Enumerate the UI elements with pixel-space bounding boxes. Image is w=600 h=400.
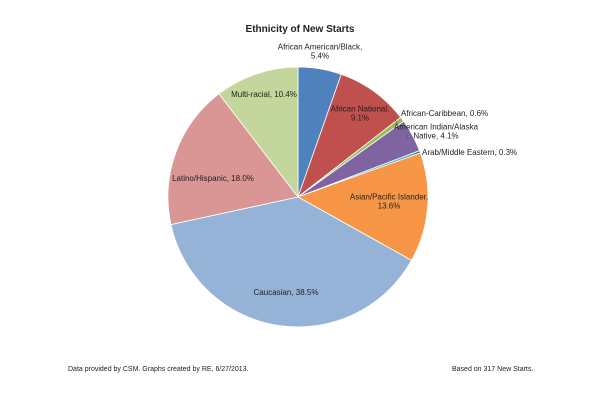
- slice-labels: African American/Black, 5.4% African Natio…: [172, 43, 517, 298]
- source-note: Data provided by CSM. Graphs created by …: [68, 366, 249, 373]
- pie-slices: [167, 66, 429, 328]
- chart-title: Ethnicity of New Starts: [245, 24, 355, 35]
- slice-label: American Indian/Alaska Native, 4.1%: [394, 123, 479, 141]
- slice-label-line: American Indian/Alaska: [394, 123, 479, 132]
- slice-label-line: 13.6%: [378, 202, 401, 211]
- slice-label-line: Native, 4.1%: [413, 132, 458, 141]
- slice-label-line: African American/Black,: [278, 43, 362, 52]
- slice-label: African National, 9.1%: [331, 105, 390, 123]
- leader-lines: [391, 115, 421, 155]
- sample-note: Based on 317 New Starts.: [452, 366, 534, 373]
- pie-slice: [167, 93, 299, 226]
- slice-label: Caucasian, 38.5%: [254, 288, 319, 297]
- slice-label: Latino/Hispanic, 18.0%: [172, 174, 254, 183]
- pie-slice: [170, 196, 413, 328]
- leader-line: [414, 151, 421, 155]
- slice-label-line: Arab/Middle Eastern, 0.3%: [422, 148, 517, 157]
- slice-label: African American/Black, 5.4%: [278, 43, 362, 61]
- leader-line: [406, 133, 409, 139]
- pie-slice: [297, 152, 429, 261]
- slice-label-line: African National,: [331, 105, 390, 114]
- leader-line: [391, 115, 398, 124]
- slice-label: Arab/Middle Eastern, 0.3%: [422, 148, 517, 157]
- slice-label: Multi-racial, 10.4%: [231, 90, 297, 99]
- slice-label-line: Caucasian, 38.5%: [254, 288, 319, 297]
- slice-label-line: 9.1%: [351, 114, 369, 123]
- pie-slice: [218, 66, 299, 199]
- slice-label-line: African-Caribbean, 0.6%: [401, 109, 488, 118]
- slice-label-line: Asian/Pacific Islander,: [350, 193, 428, 202]
- slice-label: African-Caribbean, 0.6%: [401, 109, 488, 118]
- slice-label: Asian/Pacific Islander, 13.6%: [350, 193, 428, 211]
- slice-label-line: Latino/Hispanic, 18.0%: [172, 174, 254, 183]
- slice-label-line: 5.4%: [311, 52, 329, 61]
- slice-label-line: Multi-racial, 10.4%: [231, 90, 297, 99]
